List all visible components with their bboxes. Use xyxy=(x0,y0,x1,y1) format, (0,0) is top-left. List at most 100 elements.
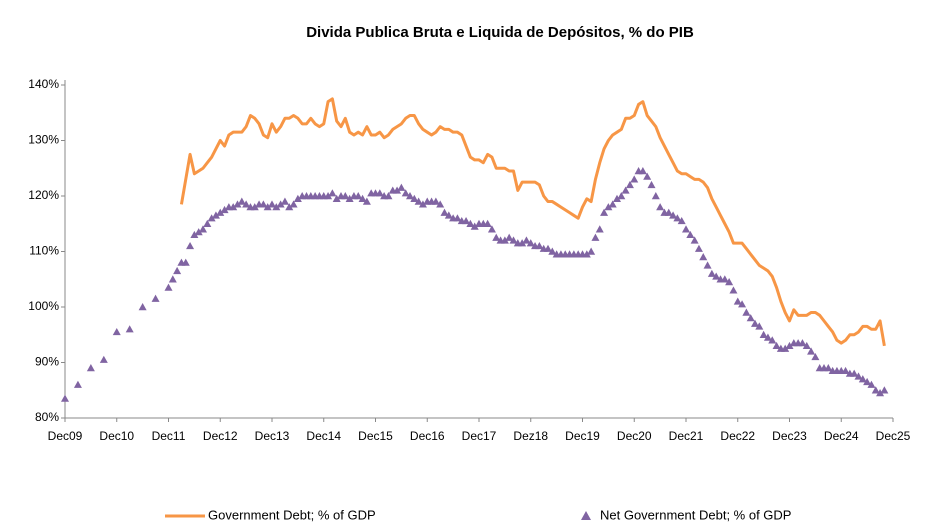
marker xyxy=(500,236,509,244)
marker xyxy=(259,200,268,208)
marker xyxy=(703,261,712,269)
marker xyxy=(669,211,678,219)
x-tick-label: Dec21 xyxy=(669,429,704,443)
marker xyxy=(505,233,514,241)
legend-label: Net Government Debt; % of GDP xyxy=(600,507,791,522)
x-tick-label: Dec19 xyxy=(565,429,600,443)
line-series xyxy=(179,97,886,347)
marker xyxy=(673,214,682,222)
marker xyxy=(725,278,734,286)
x-tick-label: Dez18 xyxy=(513,429,548,443)
marker xyxy=(293,194,302,202)
x-tick-label: Dec23 xyxy=(772,429,807,443)
marker xyxy=(436,200,445,208)
marker xyxy=(544,244,552,252)
marker xyxy=(211,211,220,219)
marker xyxy=(164,283,173,291)
marker xyxy=(733,297,742,305)
x-tick-label: Dec14 xyxy=(306,429,341,443)
x-tick-label: Dec24 xyxy=(824,429,859,443)
marker xyxy=(289,200,298,208)
marker xyxy=(522,236,531,244)
marker xyxy=(280,197,289,205)
marker xyxy=(630,175,639,183)
x-tick-label: Dec09 xyxy=(48,429,83,443)
marker xyxy=(332,194,341,202)
marker xyxy=(401,189,410,197)
x-tick-label: Dec22 xyxy=(720,429,755,443)
marker xyxy=(690,236,699,244)
marker xyxy=(181,258,190,266)
marker xyxy=(625,180,634,189)
marker xyxy=(720,275,729,283)
marker xyxy=(268,200,276,208)
marker xyxy=(656,203,665,211)
x-tick-label: Dec15 xyxy=(358,429,393,443)
marker xyxy=(358,194,367,202)
marker xyxy=(755,322,764,330)
marker xyxy=(746,314,755,322)
marker xyxy=(237,197,246,205)
marker xyxy=(285,203,294,211)
marker xyxy=(526,239,535,247)
y-tick-label: 90% xyxy=(35,355,59,369)
marker xyxy=(712,272,721,280)
marker xyxy=(393,186,402,194)
x-tick-label: Dec10 xyxy=(99,429,134,443)
marker xyxy=(811,352,820,361)
marker xyxy=(220,205,229,214)
marker xyxy=(173,266,182,275)
marker xyxy=(621,186,630,194)
marker xyxy=(807,347,816,355)
marker xyxy=(466,219,475,227)
y-tick-label: 120% xyxy=(28,188,59,202)
marker xyxy=(276,200,285,208)
marker xyxy=(345,194,354,202)
marker xyxy=(600,208,609,216)
marker xyxy=(487,225,496,233)
y-tick-label: 100% xyxy=(28,299,59,313)
x-tick-label: Dec25 xyxy=(876,429,911,443)
marker xyxy=(229,203,238,211)
marker xyxy=(742,308,751,316)
marker xyxy=(99,355,108,363)
marker xyxy=(785,341,794,350)
marker xyxy=(431,197,440,205)
marker xyxy=(751,319,759,327)
marker xyxy=(613,194,621,202)
marker xyxy=(470,222,479,230)
marker xyxy=(759,330,768,338)
marker xyxy=(199,225,207,233)
marker xyxy=(587,247,596,255)
marker xyxy=(453,214,462,222)
marker xyxy=(151,294,160,302)
marker xyxy=(509,236,518,244)
marker xyxy=(604,203,613,211)
x-tick-label: Dec16 xyxy=(410,429,445,443)
chart-title: Divida Publica Bruta e Liquida de Depósi… xyxy=(306,24,694,41)
marker xyxy=(763,333,772,341)
marker xyxy=(414,197,423,205)
marker xyxy=(362,197,371,205)
marker xyxy=(841,366,850,375)
marker xyxy=(194,228,203,236)
marker xyxy=(535,241,544,250)
legend-label: Government Debt; % of GDP xyxy=(208,507,376,522)
marker xyxy=(548,247,557,255)
marker xyxy=(125,325,134,333)
marker xyxy=(354,192,363,200)
marker xyxy=(699,253,708,261)
legend-swatch xyxy=(581,511,591,520)
x-tick-label: Dec17 xyxy=(462,429,497,443)
marker xyxy=(824,364,833,372)
marker xyxy=(871,386,880,394)
marker xyxy=(203,219,212,227)
x-tick-label: Dec13 xyxy=(255,429,290,443)
marker xyxy=(397,183,406,191)
marker xyxy=(863,377,872,386)
marker xyxy=(682,225,690,233)
marker xyxy=(186,241,195,250)
marker xyxy=(858,375,867,383)
marker xyxy=(880,386,889,394)
